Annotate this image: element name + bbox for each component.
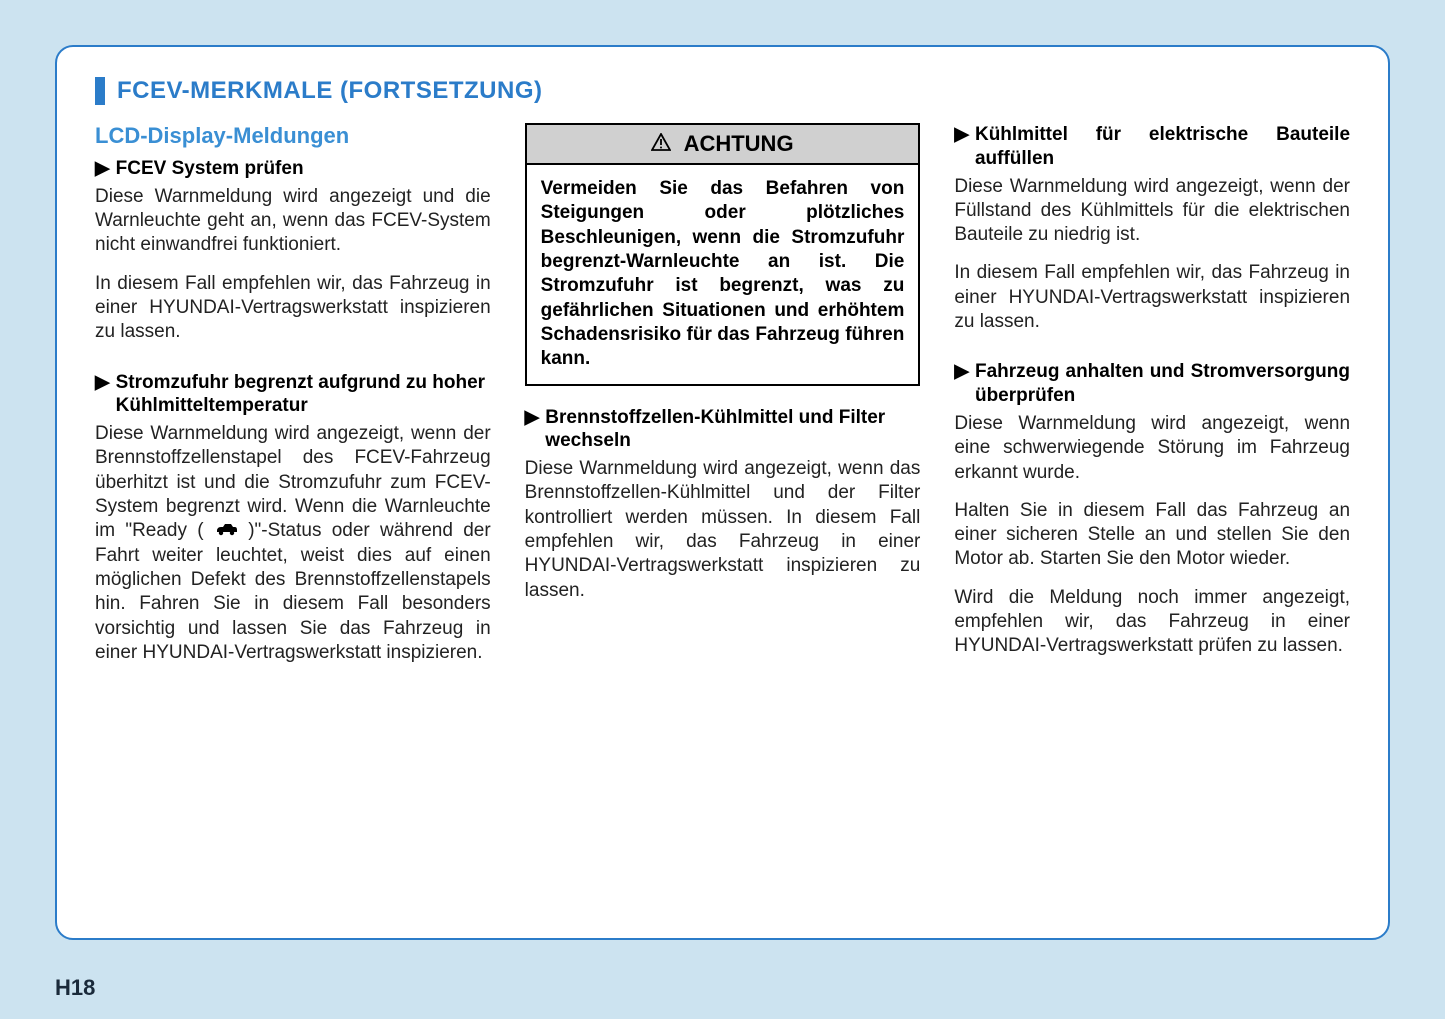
body-paragraph: Diese Warnmeldung wird angezeigt und die… [95,185,491,258]
subheading-text: Fahrzeug anhalten und Stromversorgung üb… [975,360,1350,408]
triangle-bullet-icon: ▶ [954,360,969,408]
subheading-text: Kühlmittel für elektrische Bauteile auff… [975,123,1350,171]
caution-header: ACHTUNG [527,125,919,165]
triangle-bullet-icon: ▶ [95,157,110,181]
body-paragraph: Diese Warnmeldung wird angezeigt, wenn e… [954,412,1350,485]
chapter-accent-bar [95,77,105,105]
caution-title: ACHTUNG [684,131,794,156]
caution-body: Vermeiden Sie das Befahren von Steigunge… [527,165,919,384]
ready-car-icon [214,519,238,543]
subheading-text: FCEV System prüfen [116,157,491,181]
triangle-bullet-icon: ▶ [954,123,969,171]
subheading-coolant-filter: ▶ Brennstoffzellen-Kühlmittel und Filter… [525,406,921,454]
chapter-header: FCEV-MERKMALE (FORTSETZUNG) [95,77,1350,105]
content-columns: LCD-Display-Meldungen ▶ FCEV System prüf… [95,123,1350,679]
column-2: ACHTUNG Vermeiden Sie das Befahren von S… [525,123,921,679]
column-1: LCD-Display-Meldungen ▶ FCEV System prüf… [95,123,491,679]
body-paragraph: Halten Sie in diesem Fall das Fahrzeug a… [954,499,1350,572]
body-paragraph: Diese Warnmeldung wird angezeigt, wenn d… [95,422,491,665]
subheading-text: Brennstoffzellen-Kühlmittel und Filter w… [545,406,920,454]
subheading-refill-coolant: ▶ Kühlmittel für elektrische Bauteile au… [954,123,1350,171]
body-paragraph: In diesem Fall empfehlen wir, das Fahrze… [95,272,491,345]
triangle-bullet-icon: ▶ [95,371,110,419]
column-3: ▶ Kühlmittel für elektrische Bauteile au… [954,123,1350,679]
section-title: LCD-Display-Meldungen [95,123,491,149]
page-number: H18 [55,975,95,1001]
body-paragraph: Diese Warnmeldung wird angezeigt, wenn d… [954,175,1350,248]
body-paragraph: Wird die Meldung noch immer angezeigt, e… [954,586,1350,659]
body-paragraph: Diese Warnmeldung wird angezeigt, wenn d… [525,457,921,603]
warning-triangle-icon [651,131,677,156]
subheading-power-limited: ▶ Stromzufuhr begrenzt aufgrund zu hoher… [95,371,491,419]
page-frame: FCEV-MERKMALE (FORTSETZUNG) LCD-Display-… [55,45,1390,940]
caution-box: ACHTUNG Vermeiden Sie das Befahren von S… [525,123,921,386]
chapter-title: FCEV-MERKMALE (FORTSETZUNG) [117,77,542,105]
triangle-bullet-icon: ▶ [525,406,540,454]
subheading-fcev-check: ▶ FCEV System prüfen [95,157,491,181]
subheading-text: Stromzufuhr begrenzt aufgrund zu hoher K… [116,371,491,419]
subheading-stop-check-power: ▶ Fahrzeug anhalten und Stromversorgung … [954,360,1350,408]
body-paragraph: In diesem Fall empfehlen wir, das Fahrze… [954,261,1350,334]
